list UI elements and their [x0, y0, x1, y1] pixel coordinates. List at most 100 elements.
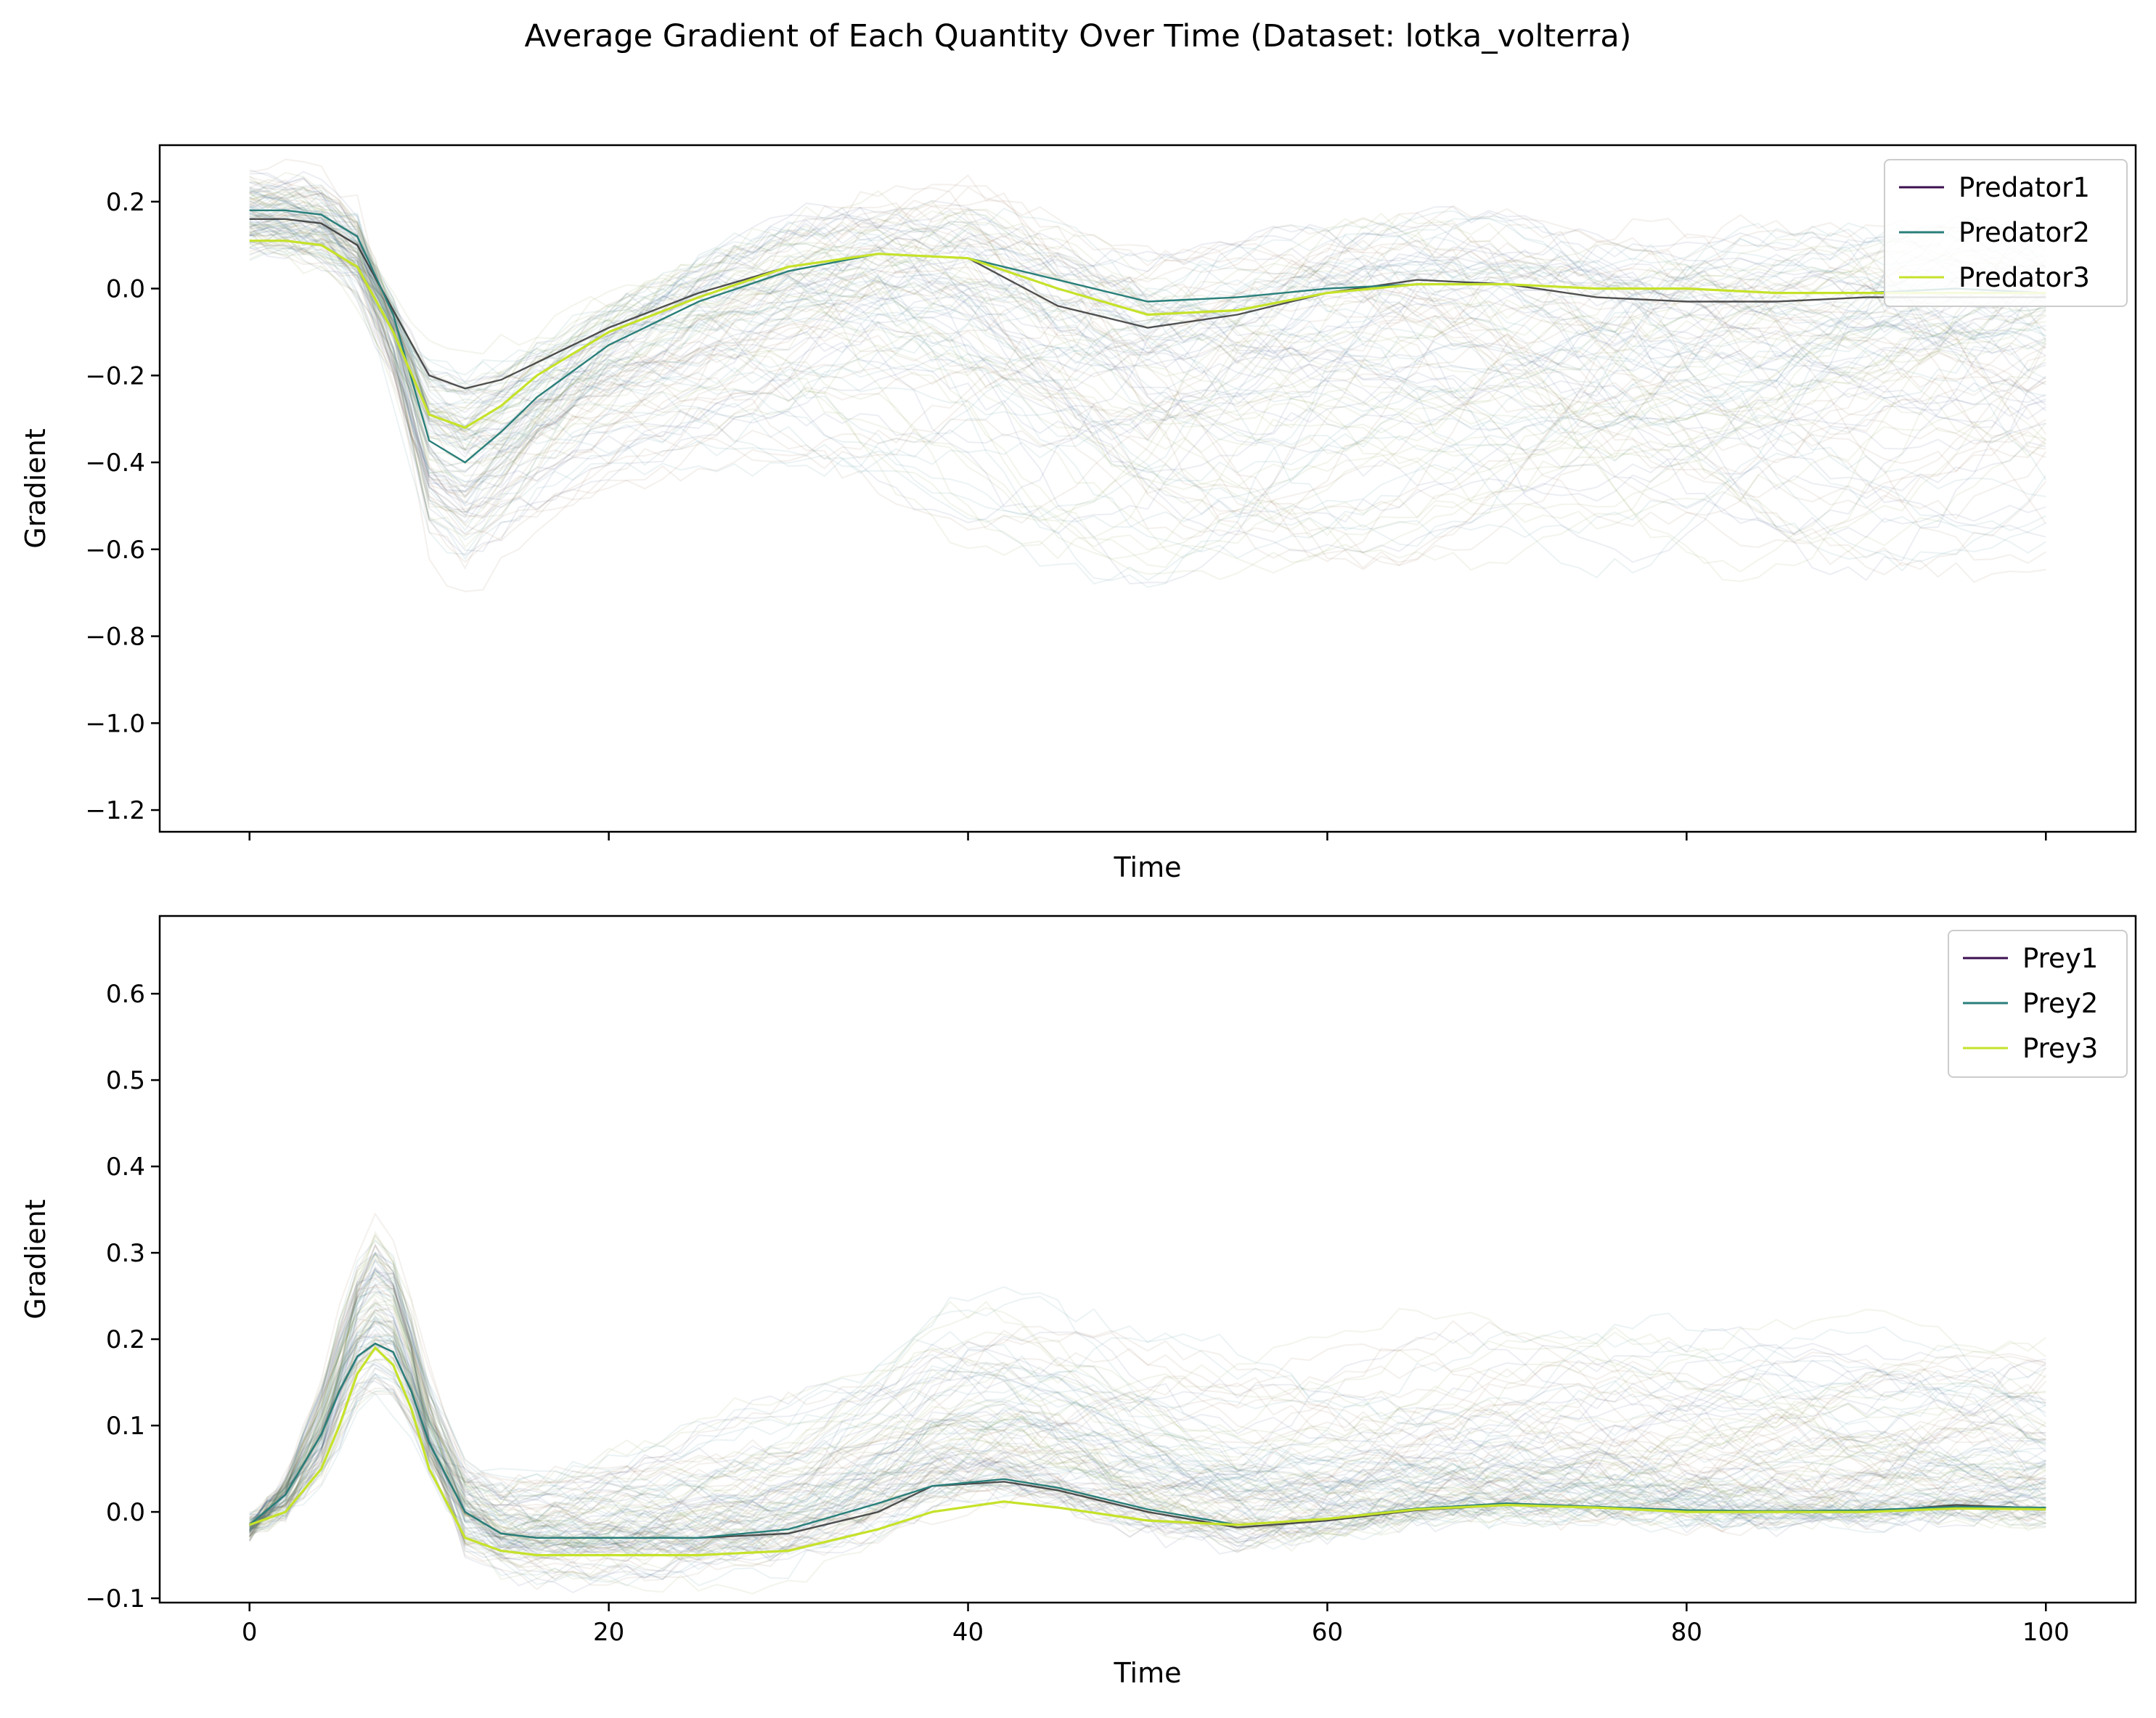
- trajectory-line: [248, 1320, 2047, 1539]
- legend-label: Predator1: [1959, 172, 2090, 203]
- trajectory-line: [249, 1317, 2046, 1562]
- trajectory-line: [248, 1253, 2046, 1556]
- trajectory-line: [249, 247, 2046, 392]
- trajectory-line: [249, 181, 2046, 524]
- trajectory-line: [249, 1373, 2046, 1529]
- trajectory-line: [248, 1332, 2046, 1549]
- trajectory-line: [249, 1349, 2046, 1547]
- trajectory-line: [249, 194, 2046, 551]
- trajectory-line: [249, 221, 2046, 435]
- trajectory-line: [249, 191, 2046, 442]
- y-tick-label: 0.1: [106, 1412, 145, 1441]
- trajectory-line: [249, 1272, 2046, 1560]
- trajectory-line: [249, 1314, 2046, 1572]
- trajectory-line: [249, 1338, 2046, 1545]
- trajectory-line: [249, 198, 2046, 513]
- trajectory-line: [249, 1234, 2046, 1595]
- trajectory-line: [248, 1309, 2046, 1553]
- trajectory-line: [249, 174, 2046, 565]
- trajectory-line: [248, 1342, 2046, 1534]
- trajectory-line: [248, 1320, 2046, 1531]
- trajectory-line: [249, 213, 2046, 573]
- figure-title: Average Gradient of Each Quantity Over T…: [525, 18, 1632, 54]
- prey-panel: 0 20 40 60 80 100 −0.1 0.0 0.1 0.2 0.3 0.4 0.5 0.6 T…: [20, 915, 2137, 1689]
- trajectory-line: [249, 200, 2047, 566]
- trajectory-line: [248, 1265, 2046, 1560]
- trajectory-line: [249, 184, 2046, 569]
- trajectory-line: [248, 1276, 2046, 1533]
- trajectory-line: [249, 187, 2046, 491]
- trajectory-line: [249, 189, 2046, 518]
- prey-x-axis-label: Time: [1114, 1657, 1182, 1689]
- trajectory-line: [249, 208, 2046, 444]
- trajectory-line: [248, 1252, 2046, 1566]
- trajectory-line: [249, 189, 2046, 571]
- trajectory-line: [248, 1305, 2046, 1539]
- trajectory-line: [249, 1361, 2046, 1540]
- trajectory-line: [249, 187, 2046, 467]
- trajectory-line: [249, 202, 2046, 482]
- trajectory-line: [249, 1343, 2046, 1541]
- trajectory-line: [249, 1243, 2046, 1591]
- trajectory-line: [248, 1312, 2046, 1532]
- trajectory-line: [249, 1330, 2047, 1570]
- trajectory-line: [249, 184, 2047, 563]
- y-tick-label: 0.0: [106, 1498, 145, 1527]
- prey-y-ticks: −0.1 0.0 0.1 0.2 0.3 0.4 0.5 0.6: [85, 980, 160, 1613]
- x-tick-label: 0: [242, 1618, 258, 1647]
- prey-legend: Prey1 Prey2 Prey3: [1948, 930, 2128, 1078]
- trajectory-line: [249, 216, 2046, 563]
- trajectory-line: [249, 200, 2047, 570]
- trajectory-line: [248, 1291, 2046, 1559]
- predator-y-axis-label: Gradient: [20, 428, 52, 548]
- x-tick-label: 80: [1671, 1618, 1702, 1647]
- trajectory-line: [249, 222, 2046, 560]
- trajectory-line: [249, 213, 2046, 427]
- trajectory-line: [249, 178, 2046, 592]
- trajectory-line: [249, 1357, 2046, 1560]
- trajectory-line: [248, 1328, 2046, 1531]
- trajectory-line: [248, 1319, 2046, 1547]
- trajectory-line: [249, 214, 2046, 506]
- trajectory-line: [248, 1318, 2047, 1553]
- trajectory-line: [249, 200, 2046, 568]
- trajectory-line: [249, 210, 2046, 519]
- x-tick-label: 20: [593, 1618, 624, 1647]
- trajectory-line: [249, 223, 2047, 530]
- trajectory-line: [249, 183, 2046, 563]
- trajectory-line: [249, 221, 2046, 427]
- trajectory-line: [249, 1325, 2046, 1542]
- predator-y-ticks: −1.2 −1.0 −0.8 −0.6 −0.4 −0.2 0.0 0.2: [85, 188, 160, 825]
- trajectory-line: [249, 1273, 2046, 1553]
- legend-label: Prey1: [2022, 943, 2098, 974]
- y-tick-label: −1.2: [85, 796, 145, 825]
- x-tick-label: 100: [2022, 1618, 2070, 1647]
- trajectory-line: [248, 1277, 2046, 1560]
- series-line-prey3: [249, 1346, 2046, 1557]
- trajectory-line: [248, 1251, 2046, 1550]
- trajectory-line: [249, 219, 2046, 517]
- y-tick-label: −0.4: [85, 449, 145, 478]
- trajectory-line: [248, 1334, 2046, 1551]
- trajectory-line: [249, 190, 2047, 554]
- prey-trajectory-bands: [248, 1212, 2047, 1595]
- trajectory-line: [249, 1267, 2046, 1587]
- trajectory-line: [249, 218, 2047, 582]
- trajectory-line: [249, 1306, 2046, 1574]
- trajectory-line: [249, 192, 2047, 560]
- trajectory-line: [249, 1320, 2046, 1555]
- trajectory-line: [249, 226, 2046, 528]
- trajectory-line: [249, 1287, 2046, 1530]
- trajectory-line: [249, 221, 2046, 390]
- trajectory-line: [249, 1326, 2046, 1541]
- trajectory-line: [249, 222, 2046, 494]
- legend-box: [1948, 930, 2128, 1078]
- trajectory-line: [248, 1252, 2046, 1558]
- trajectory-line: [249, 200, 2046, 414]
- trajectory-line: [248, 1277, 2046, 1553]
- trajectory-line: [249, 176, 2046, 480]
- trajectory-line: [248, 1301, 2046, 1555]
- trajectory-line: [249, 1317, 2046, 1535]
- y-tick-label: 0.2: [106, 1325, 145, 1354]
